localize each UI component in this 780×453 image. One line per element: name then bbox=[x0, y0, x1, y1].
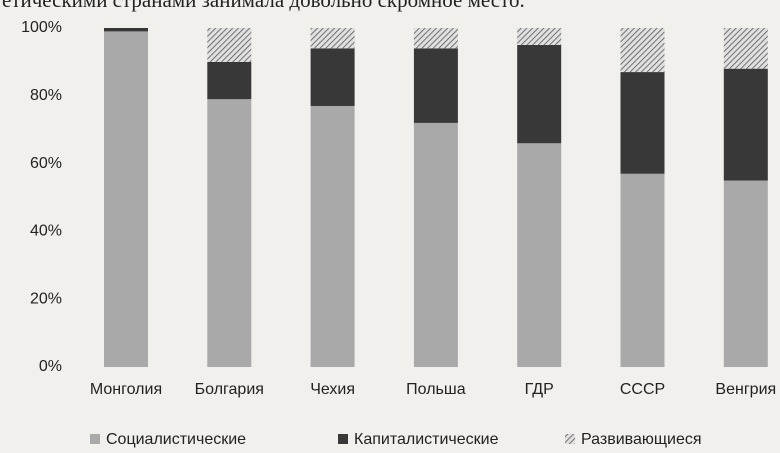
bar-segment bbox=[620, 173, 665, 367]
x-tick-label: Польша bbox=[406, 381, 466, 398]
bar-segment bbox=[723, 180, 768, 367]
bar-segment bbox=[104, 28, 148, 32]
bar-segment bbox=[207, 61, 252, 100]
y-tick-label: 80% bbox=[30, 87, 62, 104]
legend-label: Капиталистические bbox=[354, 431, 499, 448]
x-tick-label: Чехия bbox=[310, 381, 355, 398]
x-tick-label: Болгария bbox=[195, 381, 264, 398]
bar-segment bbox=[620, 28, 665, 73]
legend-swatch bbox=[565, 434, 575, 444]
header-text: етическими странами занимала довольно ск… bbox=[2, 0, 525, 12]
bar-segment bbox=[517, 44, 562, 144]
legend-swatch bbox=[338, 434, 348, 444]
x-tick-label: СССР bbox=[620, 381, 665, 398]
bar-segment bbox=[620, 72, 665, 174]
bar-segment bbox=[207, 28, 252, 62]
y-tick-label: 60% bbox=[30, 155, 62, 172]
legend-label: Развивающиеся bbox=[581, 431, 702, 448]
bar-segment bbox=[413, 122, 458, 367]
bar-segment bbox=[517, 28, 562, 45]
legend-label: Социалистические bbox=[106, 431, 246, 448]
y-tick-label: 20% bbox=[30, 290, 62, 307]
x-tick-label: ГДР bbox=[525, 381, 554, 398]
bar-segment bbox=[517, 143, 562, 367]
bar-segment bbox=[310, 48, 355, 106]
legend-swatch bbox=[90, 434, 100, 444]
bar-segment bbox=[310, 28, 355, 49]
x-tick-label: Монголия bbox=[90, 381, 162, 398]
y-tick-label: 40% bbox=[30, 223, 62, 240]
bar-segment bbox=[723, 28, 768, 69]
x-tick-label: Венгрия bbox=[715, 381, 776, 398]
bar-segment bbox=[413, 48, 458, 123]
bar-segment bbox=[413, 28, 458, 49]
y-tick-label: 0% bbox=[39, 358, 62, 375]
bar-segment bbox=[310, 105, 355, 367]
y-tick-label: 100% bbox=[21, 19, 62, 36]
bar-segment bbox=[207, 99, 252, 367]
bar-segment bbox=[104, 31, 148, 367]
bar-segment bbox=[723, 68, 768, 181]
